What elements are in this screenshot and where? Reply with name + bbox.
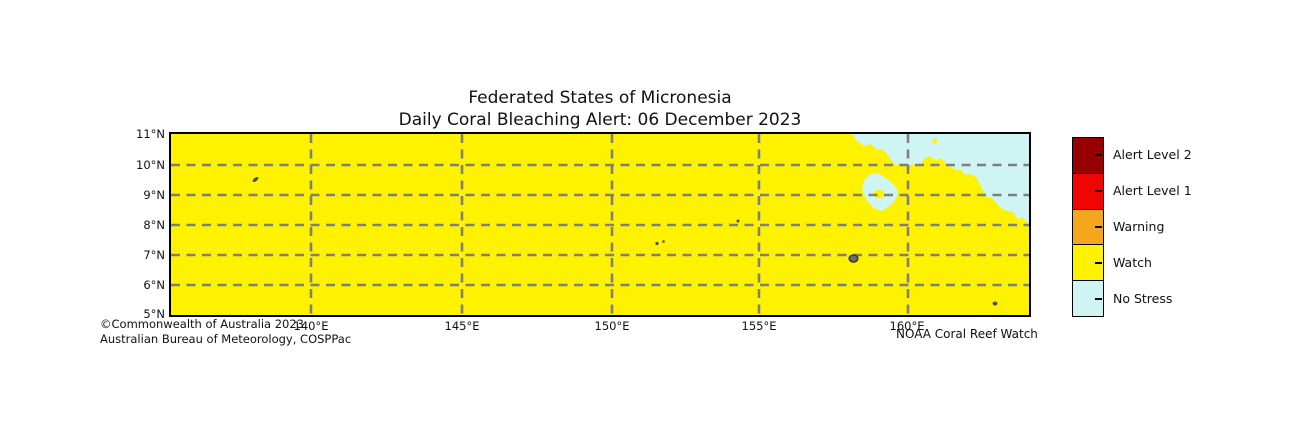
alert-map-canvas	[171, 134, 1029, 315]
y-tick-label: 10°N	[136, 158, 165, 172]
legend-label-no-stress: No Stress	[1113, 291, 1173, 306]
island-atoll-dot	[736, 219, 740, 223]
legend-label-watch: Watch	[1113, 255, 1152, 270]
legend-tick	[1095, 262, 1102, 264]
island-chuuk-b	[662, 240, 665, 243]
y-tick-label: 5°N	[143, 307, 165, 321]
chart-title: Federated States of Micronesia Daily Cor…	[169, 87, 1031, 131]
y-tick-label: 8°N	[143, 218, 165, 232]
attribution-line1: ©Commonwealth of Australia 2023	[100, 317, 305, 331]
y-tick-label: 7°N	[143, 248, 165, 262]
legend-tick	[1095, 226, 1102, 228]
island-chuuk-a	[655, 241, 659, 246]
watch-speck	[932, 138, 938, 144]
island-yap	[252, 177, 259, 182]
legend-label-alert-level-1: Alert Level 1	[1113, 183, 1192, 198]
y-tick-label: 11°N	[136, 127, 165, 141]
chart-title-line2: Daily Coral Bleaching Alert: 06 December…	[398, 110, 802, 130]
legend-label-alert-level-2: Alert Level 2	[1113, 147, 1192, 162]
x-tick-label: 155°E	[741, 319, 777, 333]
island-pohnpei	[848, 254, 859, 263]
graticule	[171, 134, 1029, 315]
chart-title-line1: Federated States of Micronesia	[468, 88, 732, 108]
attribution-line2: Australian Bureau of Meteorology, COSPPa…	[100, 331, 352, 346]
attribution: ©Commonwealth of Australia 2023 Australi…	[100, 317, 351, 346]
alert-legend: Alert Level 2 Alert Level 1 Warning Watc…	[1072, 137, 1293, 317]
x-tick-label: 150°E	[594, 319, 630, 333]
legend-label-warning: Warning	[1113, 219, 1165, 234]
y-tick-label: 6°N	[143, 278, 165, 292]
alert-map-panel	[169, 132, 1031, 317]
legend-tick	[1095, 154, 1102, 156]
noaa-credit: NOAA Coral Reef Watch	[896, 327, 1038, 341]
legend-tick	[1095, 298, 1102, 300]
x-tick-label: 140°E	[293, 319, 329, 333]
x-tick-label: 145°E	[444, 319, 480, 333]
x-tick-label: 160°E	[889, 319, 925, 333]
y-tick-label: 9°N	[143, 188, 165, 202]
legend-tick	[1095, 190, 1102, 192]
island-kosrae	[992, 301, 998, 306]
no-stress-region	[853, 134, 1029, 224]
